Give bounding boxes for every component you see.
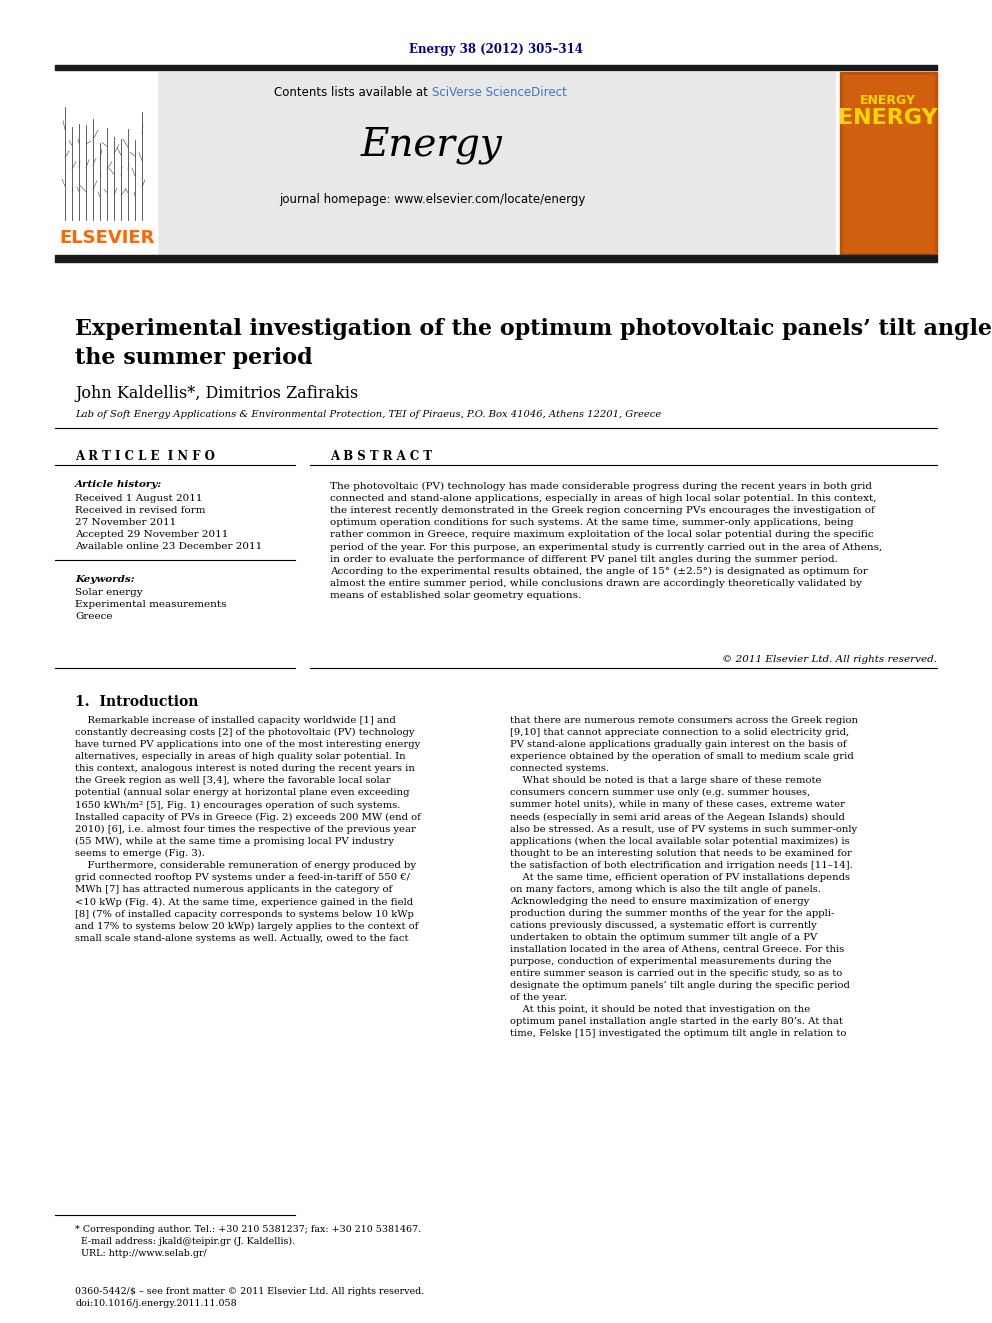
Bar [840,71,937,255]
Text: Contents lists available at: Contents lists available at [275,86,432,98]
Text: SciVerse ScienceDirect: SciVerse ScienceDirect [432,86,566,98]
Bar [55,65,937,70]
Text: Solar energy: Solar energy [75,587,143,597]
Bar [843,75,934,251]
Text: The photovoltaic (PV) technology has made considerable progress during the recen: The photovoltaic (PV) technology has mad… [330,482,882,601]
Text: Keywords:: Keywords: [75,576,135,583]
Text: A R T I C L E  I N F O: A R T I C L E I N F O [75,450,215,463]
Text: ENERGY: ENERGY [838,108,937,128]
Bar [57,71,157,255]
Text: Article history:: Article history: [75,480,163,490]
Text: * Corresponding author. Tel.: +30 210 5381237; fax: +30 210 5381467.
  E-mail ad: * Corresponding author. Tel.: +30 210 53… [75,1225,422,1258]
Text: Accepted 29 November 2011: Accepted 29 November 2011 [75,531,228,538]
Text: journal homepage: www.elsevier.com/locate/energy: journal homepage: www.elsevier.com/locat… [279,193,585,206]
Text: Available online 23 December 2011: Available online 23 December 2011 [75,542,262,550]
Text: 27 November 2011: 27 November 2011 [75,519,177,527]
Bar [55,255,937,262]
Text: Lab of Soft Energy Applications & Environmental Protection, TEI of Piraeus, P.O.: Lab of Soft Energy Applications & Enviro… [75,410,662,419]
Text: Greece: Greece [75,613,112,620]
Text: Received in revised form: Received in revised form [75,505,205,515]
Text: Experimental investigation of the optimum photovoltaic panels’ tilt angle during: Experimental investigation of the optimu… [75,318,992,369]
Text: that there are numerous remote consumers across the Greek region
[9,10] that can: that there are numerous remote consumers… [510,716,858,1039]
Text: A B S T R A C T: A B S T R A C T [330,450,433,463]
Text: John Kaldellis*, Dimitrios Zafirakis: John Kaldellis*, Dimitrios Zafirakis [75,385,358,402]
Text: Remarkable increase of installed capacity worldwide [1] and
constantly decreasin: Remarkable increase of installed capacit… [75,716,421,943]
Text: ENERGY: ENERGY [860,94,916,106]
Text: Received 1 August 2011: Received 1 August 2011 [75,493,202,503]
Text: © 2011 Elsevier Ltd. All rights reserved.: © 2011 Elsevier Ltd. All rights reserved… [722,655,937,664]
Bar [157,71,835,255]
Text: Experimental measurements: Experimental measurements [75,601,226,609]
Text: Energy: Energy [361,126,503,164]
Text: 0360-5442/$ – see front matter © 2011 Elsevier Ltd. All rights reserved.
doi:10.: 0360-5442/$ – see front matter © 2011 El… [75,1287,425,1308]
Text: 1.  Introduction: 1. Introduction [75,695,198,709]
Text: ELSEVIER: ELSEVIER [60,229,155,247]
Text: Energy 38 (2012) 305–314: Energy 38 (2012) 305–314 [409,44,583,57]
